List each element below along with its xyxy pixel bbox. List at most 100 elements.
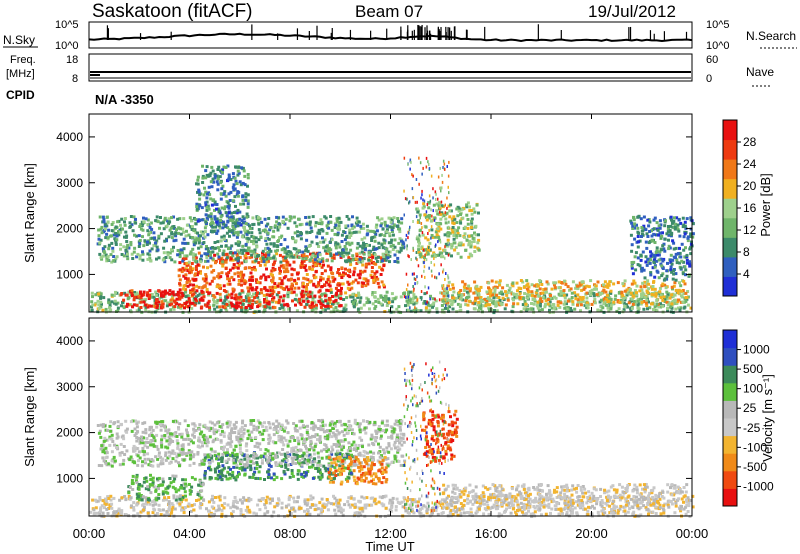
echo-cell: [106, 220, 110, 224]
echo-cell: [640, 266, 644, 270]
echo-cell: [114, 243, 118, 246]
echo-cell: [236, 240, 240, 244]
echo-cell: [163, 513, 167, 517]
echo-cell: [163, 218, 167, 222]
echo-cell: [457, 209, 461, 213]
echo-cell: [433, 216, 437, 220]
echo-cell: [135, 309, 139, 313]
echo-cell: [213, 307, 217, 311]
echo-cell: [417, 264, 420, 268]
echo-cell: [278, 271, 282, 275]
echo-cell: [682, 292, 686, 296]
echo-cell: [349, 248, 353, 252]
echo-cell: [450, 246, 454, 250]
echo-cell: [366, 298, 370, 302]
echo-cell: [429, 294, 432, 298]
echo-cell: [221, 305, 225, 309]
echo-cell: [302, 276, 306, 280]
echo-cell: [446, 238, 450, 242]
echo-cell: [141, 250, 144, 254]
echo-cell: [200, 218, 204, 222]
echo-cell: [661, 304, 665, 308]
echo-cell: [380, 243, 384, 247]
echo-cell: [533, 284, 537, 288]
echo-cell: [222, 234, 226, 238]
echo-cell: [449, 242, 453, 246]
echo-cell: [532, 505, 536, 508]
echo-cell: [223, 205, 227, 209]
echo-cell: [421, 231, 424, 235]
echo-cell: [221, 226, 225, 230]
echo-cell: [406, 244, 408, 248]
echo-cell: [580, 280, 584, 284]
echo-cell: [177, 231, 180, 235]
echo-cell: [255, 512, 258, 516]
echo-cell: [108, 304, 112, 308]
echo-cell: [242, 299, 246, 302]
echo-cell: [173, 300, 177, 304]
echo-cell: [448, 299, 452, 302]
echo-cell: [286, 278, 290, 282]
echo-cell: [188, 271, 192, 275]
echo-cell: [208, 282, 212, 286]
echo-cell: [418, 221, 421, 224]
echo-cell: [315, 242, 319, 246]
echo-cell: [641, 250, 645, 254]
echo-cell: [454, 245, 458, 249]
echo-cell: [318, 240, 322, 244]
echo-cell: [319, 218, 323, 222]
echo-cell: [192, 240, 196, 244]
echo-cell: [143, 239, 147, 243]
echo-cell: [425, 210, 428, 214]
echo-cell: [302, 252, 306, 256]
echo-cell: [369, 229, 373, 233]
echo-cell: [359, 269, 363, 273]
echo-cell: [472, 291, 476, 295]
echo-cell: [373, 230, 377, 234]
echo-cell: [678, 246, 681, 250]
echo-cell: [339, 291, 343, 295]
echo-cell: [296, 234, 300, 238]
echo-cell: [238, 279, 242, 283]
echo-cell: [550, 287, 554, 291]
echo-cell: [676, 252, 680, 256]
echo-cell: [104, 307, 108, 311]
echo-cell: [407, 162, 409, 166]
echo-cell: [155, 299, 159, 302]
echo-cell: [522, 285, 526, 289]
echo-cell: [219, 197, 223, 201]
echo-cell: [440, 204, 444, 208]
echo-cell: [305, 303, 309, 306]
echo-cell: [295, 293, 298, 297]
echo-cell: [227, 293, 231, 297]
echo-cell: [247, 292, 251, 296]
echo-cell: [157, 256, 161, 260]
echo-cell: [225, 252, 229, 256]
echo-cell: [186, 504, 190, 508]
echo-cell: [420, 297, 423, 301]
echo-cell: [377, 246, 381, 250]
echo-cell: [194, 238, 198, 242]
echo-cell: [441, 511, 445, 515]
echo-cell: [477, 300, 481, 304]
echo-cell: [427, 201, 431, 205]
echo-cell: [636, 235, 640, 238]
echo-cell: [611, 511, 615, 515]
echo-cell: [623, 304, 627, 308]
echo-cell: [567, 500, 571, 504]
echo-cell: [208, 291, 212, 295]
echo-cell: [201, 164, 204, 168]
echo-cell: [320, 221, 324, 225]
echo-cell: [648, 306, 652, 310]
echo-cell: [426, 247, 429, 251]
echo-cell: [216, 207, 220, 211]
echo-cell: [228, 234, 231, 238]
echo-cell: [656, 253, 660, 257]
echo-cell: [557, 292, 561, 296]
echo-cell: [552, 306, 556, 310]
echo-cell: [437, 175, 440, 179]
echo-cell: [379, 302, 383, 306]
echo-cell: [234, 204, 237, 208]
echo-cell: [540, 299, 544, 303]
echo-cell: [426, 501, 430, 505]
